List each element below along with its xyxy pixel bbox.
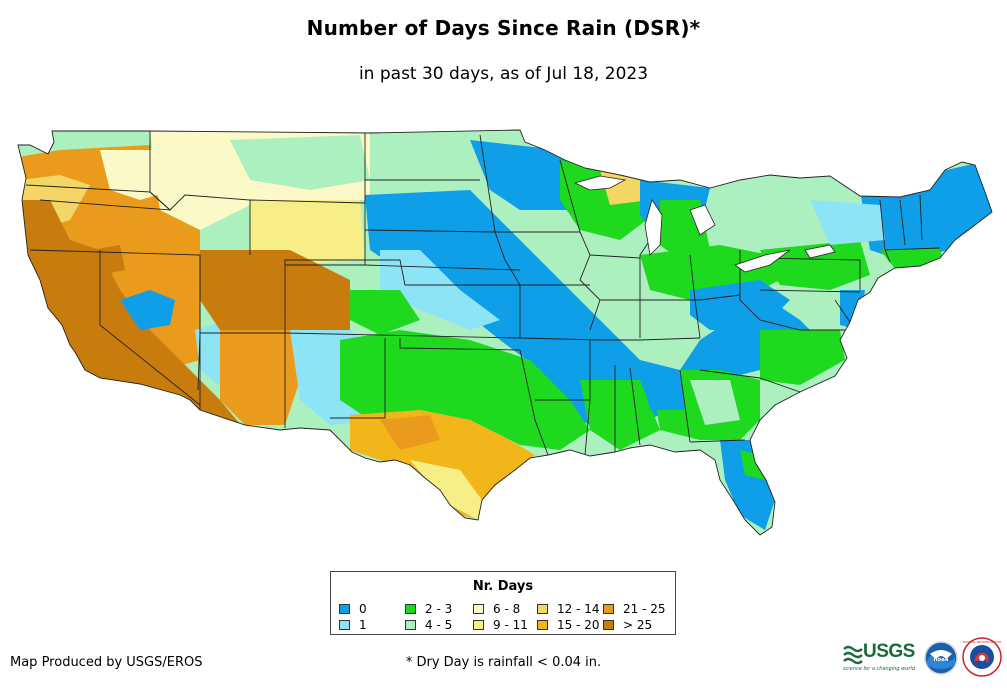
great-lakes	[573, 175, 836, 273]
legend-label: 6 - 8	[493, 602, 521, 616]
legend-label: 9 - 11	[493, 618, 528, 632]
legend-item-6: 12 - 14	[537, 602, 600, 616]
legend-swatch	[339, 620, 350, 630]
legend-item-8: 21 - 25	[603, 602, 666, 616]
map-subtitle: in past 30 days, as of Jul 18, 2023	[358, 64, 649, 84]
state-boundaries	[17, 129, 993, 536]
legend-swatch	[405, 604, 416, 614]
legend-label: 0	[359, 602, 367, 616]
legend-item-2: 2 - 3	[405, 602, 452, 616]
dry-day-footnote: * Dry Day is rainfall < 0.04 in.	[405, 655, 602, 670]
producer-credit: Map Produced by USGS/EROS	[10, 655, 203, 670]
legend-swatch	[339, 604, 350, 614]
legend-swatch	[405, 620, 416, 630]
legend-label: 4 - 5	[425, 618, 453, 632]
legend-label: 15 - 20	[557, 618, 600, 632]
usgs-logo: USGS science for a changing world	[843, 641, 919, 672]
legend-label: 1	[359, 618, 367, 632]
legend-title: Nr. Days	[472, 579, 534, 594]
us-dsr-map	[17, 129, 993, 536]
dsr-rainfall-regions	[18, 130, 992, 535]
legend-label: 12 - 14	[557, 602, 600, 616]
noaa-wordmark: noaa	[933, 657, 948, 663]
noaa-logo: noaa	[924, 641, 958, 675]
usgs-tagline: science for a changing world	[843, 666, 915, 672]
legend-swatch	[537, 620, 548, 630]
legend-swatch	[537, 604, 548, 614]
legend-swatch	[473, 604, 484, 614]
legend-item-1: 1	[339, 618, 367, 632]
legend-item-9: > 25	[603, 618, 652, 632]
legend-label: > 25	[623, 618, 653, 632]
legend-item-5: 9 - 11	[473, 618, 528, 632]
usgs-wordmark: USGS	[863, 641, 915, 662]
map-legend: Nr. Days 0 1 2 - 3 4 - 5 6 - 8 9 - 11 12…	[330, 571, 676, 635]
nws-wordmark: NATIONAL WEATHER SERVICE	[963, 640, 1002, 644]
legend-item-3: 4 - 5	[405, 618, 452, 632]
legend-swatch	[473, 620, 484, 630]
legend-swatch	[603, 620, 614, 630]
legend-item-4: 6 - 8	[473, 602, 520, 616]
legend-label: 2 - 3	[425, 602, 453, 616]
usgs-wave-icon	[843, 645, 863, 665]
legend-swatch	[603, 604, 614, 614]
nws-logo: NATIONAL WEATHER SERVICE	[962, 637, 1002, 677]
legend-item-0: 0	[339, 602, 367, 616]
legend-label: 21 - 25	[623, 602, 666, 616]
map-title: Number of Days Since Rain (DSR)*	[306, 16, 701, 40]
legend-item-7: 15 - 20	[537, 618, 600, 632]
